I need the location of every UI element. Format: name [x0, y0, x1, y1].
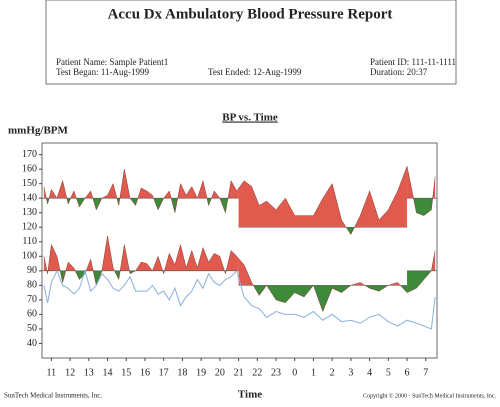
x-tick-label: 20 [215, 367, 225, 378]
x-tick-label: 0 [292, 367, 297, 378]
x-tick-label: 14 [103, 367, 113, 378]
y-tick-label: 110 [22, 236, 37, 247]
x-tick-label: 18 [177, 367, 187, 378]
patient-name: Patient Name: Sample Patient1 [56, 57, 168, 67]
x-tick-label: 3 [348, 367, 353, 378]
x-tick-label: 4 [367, 367, 372, 378]
plot-frame [41, 142, 438, 359]
y-tick-label: 120 [22, 222, 37, 233]
x-tick-label: 16 [140, 367, 150, 378]
x-axis-label: Time [238, 389, 262, 401]
y-tick-label: 70 [27, 294, 37, 305]
bp-fill-above [407, 166, 436, 199]
patient-id: Patient ID: 111-11-1111 [370, 57, 456, 67]
chart-title: BP vs. Time [222, 112, 278, 124]
test-ended: Test Ended: 12-Aug-1999 [208, 67, 302, 77]
x-tick-label: 22 [252, 367, 262, 378]
x-tick-label: 7 [423, 367, 428, 378]
x-tick-label: 19 [196, 367, 206, 378]
y-tick-label: 60 [27, 309, 37, 320]
heart-rate-line [43, 269, 436, 330]
bp-fill-above [407, 250, 436, 271]
bp-fill-below [238, 285, 408, 312]
bp-fill-below [407, 198, 436, 216]
x-tick-label: 13 [84, 367, 94, 378]
bp-fill-above [43, 235, 239, 271]
y-tick-label: 170 [22, 149, 37, 160]
bp-fill-above [238, 166, 408, 228]
bp-fill-below [43, 270, 239, 286]
x-tick-label: 11 [47, 367, 57, 378]
x-tick-label: 17 [159, 367, 169, 378]
y-tick-label: 140 [22, 192, 37, 203]
x-tick-label: 5 [386, 367, 391, 378]
y-tick-label: 40 [27, 338, 37, 349]
test-began: Test Began: 11-Aug-1999 [56, 67, 150, 77]
y-tick-label: 160 [22, 163, 37, 174]
x-tick-label: 23 [271, 367, 281, 378]
x-tick-label: 15 [121, 367, 131, 378]
y-axis-label: mmHg/BPM [8, 125, 68, 137]
y-tick-label: 90 [27, 265, 37, 276]
y-tick-label: 100 [22, 251, 37, 262]
report-title: Accu Dx Ambulatory Blood Pressure Report [108, 6, 393, 22]
x-tick-label: 12 [65, 367, 75, 378]
bp-fill-above [43, 169, 239, 199]
bp-line [43, 235, 436, 313]
y-tick-label: 50 [27, 323, 37, 334]
footer-right: Copyright © 2000 - SunTech Medical Instr… [363, 392, 496, 399]
bp-fill-below [407, 270, 436, 293]
y-tick-label: 130 [22, 207, 37, 218]
y-tick-label: 80 [27, 280, 37, 291]
x-tick-label: 2 [330, 367, 335, 378]
y-tick-label: 150 [22, 178, 37, 189]
x-tick-label: 1 [311, 367, 316, 378]
x-tick-label: 21 [234, 367, 244, 378]
header-box [45, 0, 457, 85]
footer-left: SunTech Medical Instruments, Inc. [4, 392, 102, 400]
bp-line [43, 165, 436, 236]
x-tick-label: 6 [405, 367, 410, 378]
duration: Duration: 20:37 [370, 67, 428, 77]
